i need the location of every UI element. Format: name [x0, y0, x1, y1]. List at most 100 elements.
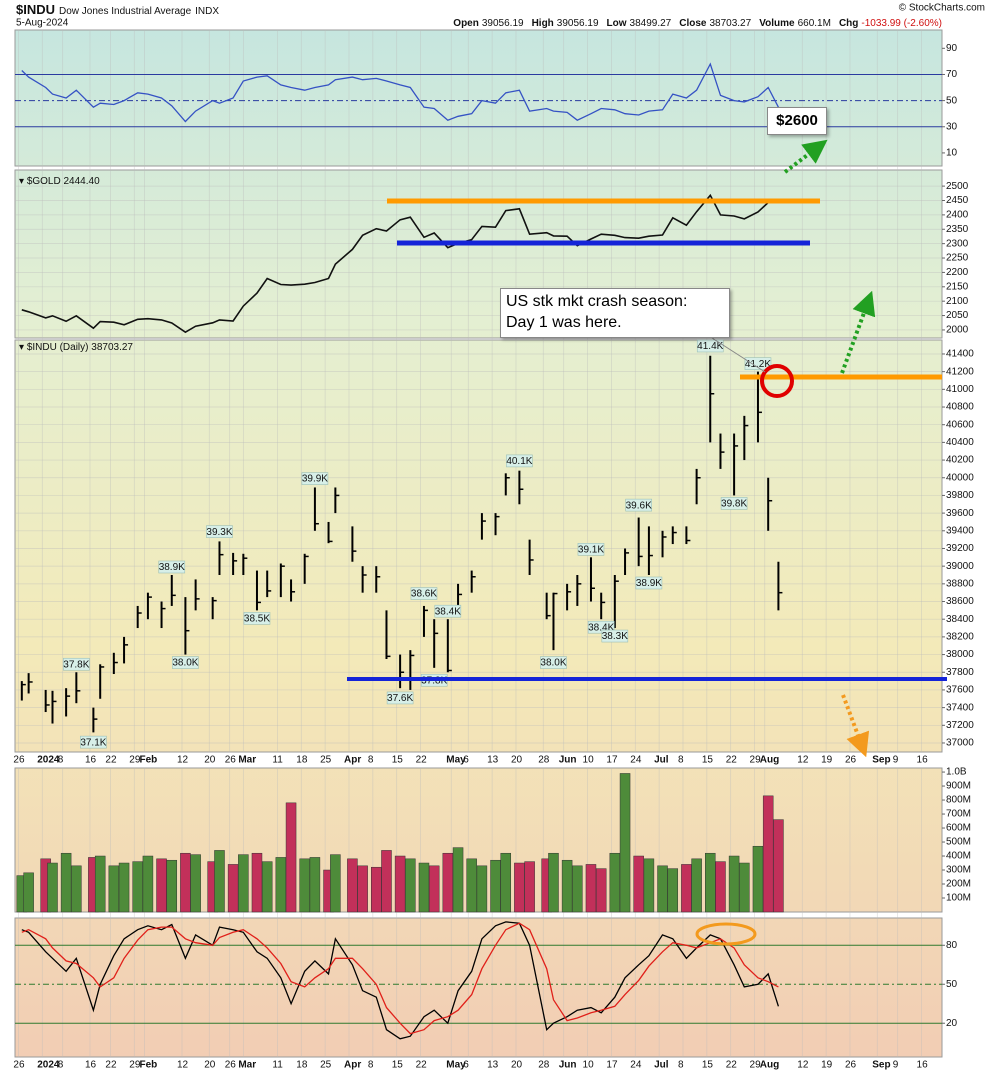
volume-bar: [47, 862, 58, 913]
x-tick-label: 29: [129, 1060, 141, 1071]
volume-bar: [715, 861, 726, 913]
volume-bar: [705, 852, 716, 913]
x-tick-label: 16: [85, 755, 97, 766]
volume-bar: [330, 854, 341, 913]
line: [21, 62, 779, 123]
peak-label-box: [410, 587, 438, 600]
x-tick-label: 29: [750, 1060, 762, 1071]
header-title: $INDU Dow Jones Industrial Average INDX: [16, 2, 219, 17]
marks: 37.8K 37.1K 38.9K 38.0K 39.3K 38.5K 39.9K 38.6K…: [16, 62, 784, 1040]
quote: Open 39056.19 High 39056.19 Low 38499.27 Close…: [453, 18, 942, 29]
x-tick-label: Apr: [344, 1060, 361, 1071]
x-tick-label: Jul: [654, 755, 669, 766]
line: [21, 921, 780, 1040]
volume-bar: [60, 852, 72, 913]
callout-pointer: [711, 337, 766, 373]
x-tick-label: Sep: [872, 755, 890, 766]
y-tick-label: 2500: [946, 181, 969, 192]
y-tick-label: 30: [946, 121, 958, 132]
peak-label: 38.5K: [244, 614, 270, 625]
volume-bar: [251, 852, 263, 913]
x-tick-label: 6: [463, 1060, 469, 1071]
x-tick-label: 22: [726, 1060, 738, 1071]
volume-bar: [514, 862, 525, 913]
quote-label: Open: [453, 18, 479, 29]
quote-label: Low: [607, 18, 627, 29]
quote-value: 38499.27: [630, 18, 672, 29]
y-tick-label: 37200: [946, 720, 974, 731]
y-tick-label: 40800: [946, 402, 974, 413]
x-tick-label: May: [446, 1060, 466, 1071]
peak-label: 39.3K: [206, 527, 232, 538]
y-tick-label: 500M: [946, 837, 971, 848]
x-tick-label: 15: [392, 755, 404, 766]
volume-bar: [261, 861, 273, 913]
quote-label: High: [532, 18, 554, 29]
y-tick-label: 2100: [946, 296, 969, 307]
symbol: $INDU: [16, 2, 55, 17]
x-tick-label: 12: [797, 755, 809, 766]
peak-label: 41.4K: [697, 341, 723, 352]
volume-bar: [180, 852, 191, 913]
peak-label: 37.1K: [80, 737, 106, 748]
exchange: INDX: [195, 6, 219, 17]
x-tick-label: 28: [538, 1060, 550, 1071]
y-tick-label: 38400: [946, 614, 974, 625]
peak-label: 37.8K: [63, 659, 89, 670]
peak-label: 38.0K: [172, 658, 198, 669]
peak-label-box: [577, 543, 605, 556]
peak-label: 38.9K: [159, 562, 185, 573]
icon: ▾: [19, 176, 27, 187]
x-tick-label: 24: [630, 755, 642, 766]
y-tick-label: 1.0B: [946, 767, 967, 778]
copyright: © StockCharts.com: [899, 3, 985, 14]
volume-bar: [442, 852, 454, 913]
y-tick-label: 38600: [946, 596, 974, 607]
x-tick-label: 29: [129, 755, 141, 766]
x-tick-label: Feb: [140, 755, 158, 766]
volume-bar: [633, 855, 644, 913]
y-tick-label: 39800: [946, 490, 974, 501]
y-tick-label: 39600: [946, 508, 974, 519]
x-tick-label: Sep: [872, 1060, 890, 1071]
y-tick-label: 38200: [946, 632, 974, 643]
volume-bar: [214, 850, 225, 913]
x-tick-label: 12: [797, 1060, 809, 1071]
x-tick-label: 2024: [37, 1060, 60, 1071]
x-tick-label: 25: [320, 1060, 332, 1071]
x-tick-label: Mar: [238, 1060, 256, 1071]
x-tick-label: 26: [845, 1060, 857, 1071]
volume-bar: [452, 847, 464, 913]
y-tick-label: 100M: [946, 893, 971, 904]
x-tick-label: 29: [750, 755, 762, 766]
panel: [14, 169, 943, 339]
arrow: [783, 139, 828, 174]
y-tick-label: 80: [946, 940, 958, 951]
x-tick-label: 8: [368, 755, 374, 766]
y-tick-label: 2150: [946, 281, 969, 292]
quote-value: 660.1M: [798, 18, 831, 29]
volume-bar: [108, 865, 120, 913]
icon: ▾: [19, 342, 27, 353]
quote-label: Chg: [839, 18, 858, 29]
line: [21, 193, 779, 334]
peak-label-box: [744, 357, 772, 370]
x-tick-label: 19: [821, 755, 833, 766]
drawings: [347, 139, 947, 946]
x-tick-label: 22: [726, 755, 738, 766]
x-tick-label: 8: [678, 755, 684, 766]
volume-bar: [156, 858, 167, 913]
y-tick-label: 2300: [946, 238, 969, 249]
volume-bar: [299, 858, 310, 913]
y-tick-label: 38800: [946, 578, 974, 589]
label: $INDU (Daily) 38703.27: [27, 342, 134, 353]
x-tick-label: 13: [487, 1060, 499, 1071]
y-tick-label: 38000: [946, 649, 974, 660]
volume-bar: [585, 864, 597, 913]
volume-bar: [285, 802, 297, 913]
volume-bar: [752, 845, 764, 913]
volume-bar: [561, 859, 573, 913]
x-tick-label: May: [446, 755, 466, 766]
x-tick-label: 26: [845, 755, 857, 766]
y-tick-label: 41200: [946, 366, 974, 377]
